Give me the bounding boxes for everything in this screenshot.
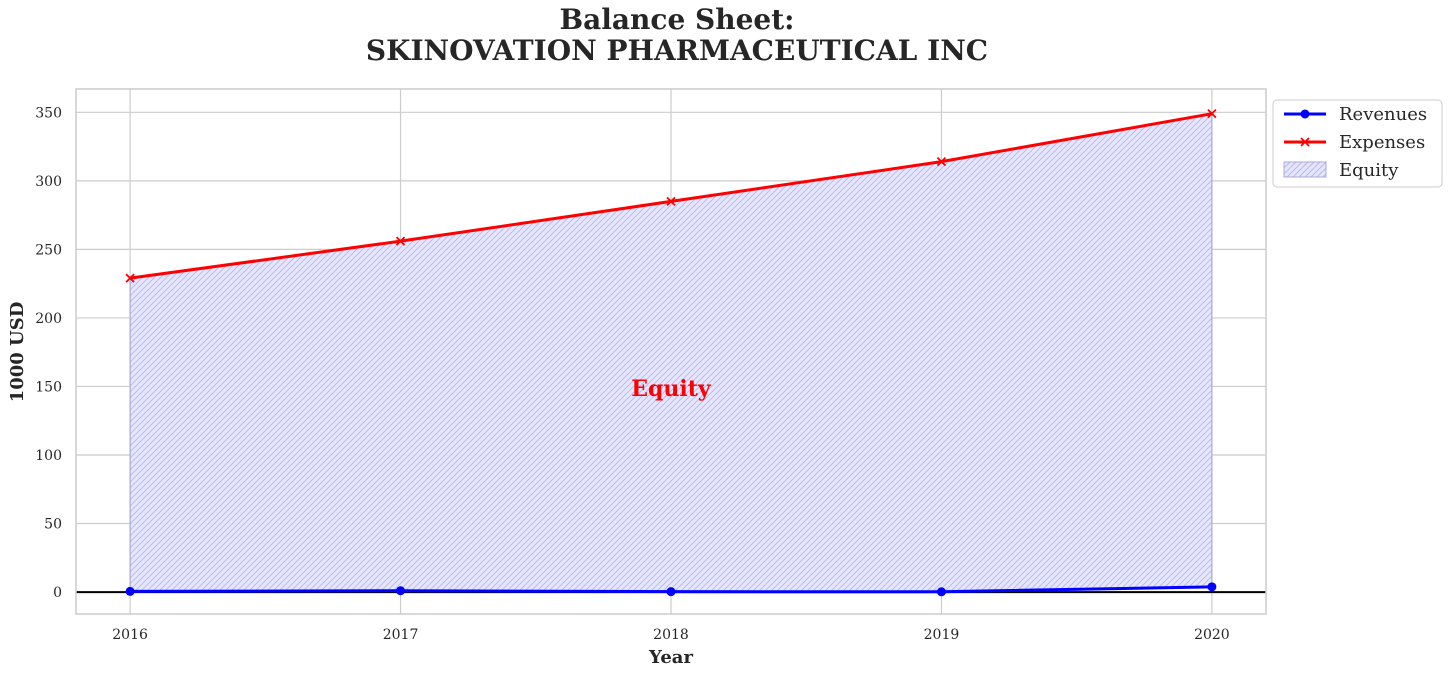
legend-equity-swatch (1283, 161, 1327, 178)
x-tick-label: 2019 (924, 627, 960, 643)
x-tick-label: 2020 (1194, 627, 1230, 643)
x-tick-label: 2017 (383, 627, 419, 643)
x-marker-stroke (936, 157, 947, 167)
equity-annotation: Equity (631, 376, 712, 402)
y-tick-label: 150 (35, 379, 62, 395)
y-tick-label: 300 (35, 174, 62, 190)
expenses-point (1207, 109, 1217, 119)
chart-title-line2: SKINOVATION PHARMACEUTICAL INC (365, 34, 989, 67)
x-marker-stroke (1207, 109, 1217, 119)
x-marker-stroke (125, 273, 135, 283)
legend-revenues-label: Revenues (1339, 104, 1427, 125)
y-tick-label: 50 (44, 517, 62, 533)
x-tick-label: 2018 (653, 627, 689, 643)
y-tick-label: 350 (35, 105, 62, 121)
expenses-point (666, 196, 676, 207)
expenses-point (395, 236, 406, 246)
revenues-point (936, 587, 946, 597)
chart-title: Balance Sheet: SKINOVATION PHARMACEUTICA… (0, 4, 1354, 66)
legend-revenues-marker (1300, 109, 1310, 119)
revenues-point (1207, 582, 1217, 592)
expenses-point (125, 273, 135, 283)
revenues-point (125, 586, 135, 596)
x-tick-label: 2016 (112, 627, 148, 643)
y-tick-label: 100 (35, 448, 62, 464)
y-axis-label: 1000 USD (7, 302, 28, 403)
x-marker-stroke (395, 236, 406, 246)
legend-equity-label: Equity (1339, 160, 1399, 181)
legend: Revenues Expenses Equity (1272, 99, 1443, 188)
expenses-point (936, 157, 947, 167)
revenues-point (666, 587, 676, 597)
x-marker-stroke (1300, 137, 1310, 147)
y-tick-label: 250 (35, 242, 62, 258)
x-marker-stroke (666, 196, 676, 207)
y-tick-label: 0 (53, 585, 62, 601)
legend-expenses-marker (1300, 137, 1310, 147)
plot-frame (75, 88, 1267, 615)
legend-expenses-label: Expenses (1339, 132, 1425, 153)
chart-title-line1: Balance Sheet: (559, 3, 795, 36)
y-tick-label: 200 (35, 311, 62, 327)
x-axis-label: Year (648, 647, 693, 668)
revenues-point (396, 586, 406, 596)
